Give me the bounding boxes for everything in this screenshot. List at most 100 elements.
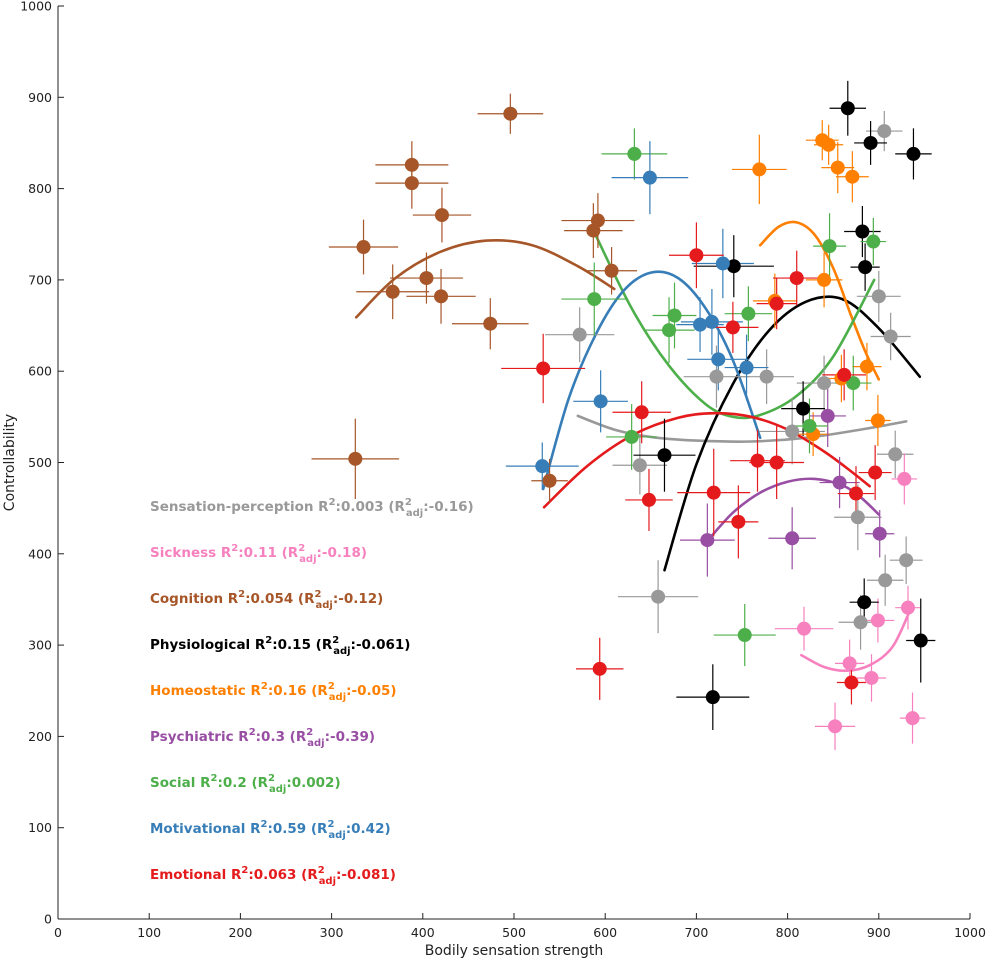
physiological-point [906,146,921,161]
emotional-point [689,248,704,263]
psychiatric-point [700,533,715,548]
emotional-point [789,271,804,286]
homeostatic-point [752,162,767,177]
sensation-perception-point [888,447,903,462]
emotional-point [837,367,852,382]
sensation-perception-point [883,329,898,344]
y-tick-label: 0 [44,912,52,927]
social-fit-curve [594,234,876,420]
x-tick-label: 500 [502,925,526,940]
x-axis-label: Bodily sensation strength [425,943,603,959]
emotional-point [634,405,649,420]
cognition-point [348,451,363,466]
sickness-point [828,719,843,734]
cognition-point [404,176,419,191]
physiological-point [863,135,878,150]
emotional-point [641,492,656,507]
y-tick-label: 900 [28,90,52,105]
homeostatic-point [821,137,836,152]
cognition-point [434,289,449,304]
motivational-point [535,459,550,474]
x-tick-label: 0 [54,925,62,940]
sensation-perception-point [759,369,774,384]
sickness-point [797,621,812,636]
sensation-perception-point [878,573,893,588]
motivational-point [593,394,608,409]
physiological-legend-entry: Physiological R2:0.15 (R2 adj:-0.061) [150,635,410,657]
x-tick-label: 400 [411,925,435,940]
emotional-point [592,661,607,676]
homeostatic-legend-entry: Homeostatic R2:0.16 (R2 adj:-0.05) [150,681,397,703]
sickness-point [897,471,912,486]
psychiatric-point [820,408,835,423]
psychiatric-point [832,475,847,490]
cognition-point [503,106,518,121]
sensation-perception-fit-curve [576,414,908,443]
x-tick-label: 200 [228,925,252,940]
homeostatic-point [830,160,845,175]
emotional-point [750,453,765,468]
physiological-point [858,260,873,275]
social-point [846,376,861,391]
sickness-fit-curve [800,607,912,673]
y-tick-label: 200 [28,729,52,744]
x-tick-label: 100 [137,925,161,940]
emotional-point [769,455,784,470]
y-tick-label: 500 [28,455,52,470]
sensation-perception-point [709,369,724,384]
sickness-point [905,711,920,726]
emotional-point [849,486,863,501]
sensation-perception-point [632,458,647,473]
x-tick-label: 600 [593,925,617,940]
social-point [802,418,817,433]
motivational-fit-curve [541,270,762,491]
sickness-point [870,613,885,628]
emotional-point [725,320,740,335]
data-points [348,101,928,734]
psychiatric-point [785,531,800,546]
cognition-point [542,473,557,488]
emotional-point [868,465,883,480]
emotional-point [769,296,784,311]
physiological-point [855,224,870,239]
homeostatic-point [845,169,860,184]
emotional-point [731,514,746,529]
fit-curves [354,220,922,673]
y-axis-label: Controllability [2,414,18,511]
cognition-fit-curve [354,238,616,319]
social-point [627,146,642,161]
cognition-point [434,208,449,223]
cognition-point [483,316,498,331]
homeostatic-point [859,359,874,374]
sensation-perception-point [785,424,800,439]
x-tick-label: 900 [867,925,891,940]
physiological-point [913,633,928,648]
emotional-legend-entry: Emotional R2:0.063 (R2 adj:-0.081) [150,865,396,887]
emotional-point [844,675,859,690]
motivational-point [642,170,657,185]
sickness-point [900,600,915,615]
sensation-perception-point [871,289,886,304]
motivational-point [739,360,754,375]
x-tick-label: 300 [320,925,344,940]
cognition-point [590,213,605,228]
x-tick-label: 700 [684,925,708,940]
emotional-point [706,485,721,500]
y-tick-label: 400 [28,546,52,561]
physiological-point [840,101,855,116]
cognition-legend-entry: Cognition R2:0.054 (R2 adj:-0.12) [150,589,383,611]
sickness-point [864,670,879,685]
physiological-point [726,259,741,274]
social-legend-entry: Social R2:0.2 (R2 adj:0.002) [150,773,341,795]
emotional-fit-curve [542,411,871,509]
emotional-point [536,361,551,376]
sensation-perception-point [850,510,865,525]
social-point [822,239,837,254]
sensation-perception-point [651,589,666,604]
physiological-point [657,448,672,463]
homeostatic-point [870,413,885,428]
y-tick-label: 1000 [20,0,52,14]
sensation-perception-point [817,376,832,391]
